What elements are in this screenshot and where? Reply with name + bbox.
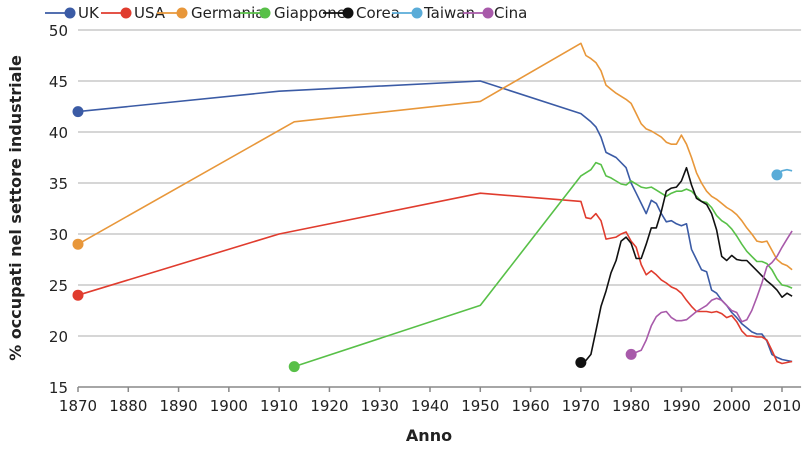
series-line-usa	[77, 192, 793, 365]
axes: 15 20 25 30 35 40 45 50 1870 1880 1890 1900 1910 1920…	[49, 22, 801, 415]
y-tick-label: 35	[49, 175, 68, 193]
legend-item-taiwan: Taiwan	[392, 4, 475, 22]
legend-marker	[411, 7, 423, 19]
y-tick-label: 15	[49, 379, 68, 397]
series-lines	[72, 42, 793, 373]
y-tick-label: 45	[49, 73, 68, 91]
legend-item-giappone: Giappone	[240, 4, 346, 22]
legend-marker	[259, 7, 271, 19]
legend-marker	[120, 7, 132, 19]
series-start-marker-corea	[575, 357, 587, 369]
x-tick-label: 1900	[210, 397, 248, 415]
x-tick-label: 1910	[260, 397, 298, 415]
series-start-marker-uk	[72, 106, 84, 118]
series-line-uk	[77, 80, 793, 363]
y-tick-label: 20	[49, 328, 68, 346]
series-usa	[72, 192, 793, 365]
x-tick-label: 1890	[159, 397, 197, 415]
series-line-giappone	[293, 161, 793, 368]
legend: UK USA Germania Giappone Corea Taiwan Cina	[45, 4, 527, 22]
x-axis-label: Anno	[406, 426, 452, 445]
legend-item-cina: Cina	[463, 4, 527, 22]
legend-marker	[176, 7, 188, 19]
series-start-marker-germania	[72, 238, 84, 250]
series-start-marker-usa	[72, 289, 84, 301]
x-tick-label: 2010	[763, 397, 801, 415]
x-tick-label: 1870	[59, 397, 97, 415]
series-germania	[72, 42, 793, 271]
series-cina	[625, 230, 793, 360]
series-start-marker-giappone	[288, 361, 300, 373]
legend-label: Giappone	[274, 4, 346, 22]
x-tick-label: 1880	[109, 397, 147, 415]
legend-label: Cina	[494, 4, 527, 22]
series-corea	[575, 166, 793, 369]
x-tick-label: 1970	[562, 397, 600, 415]
x-tick-label: 1960	[511, 397, 549, 415]
y-tick-label: 50	[49, 22, 68, 40]
y-tick-label: 40	[49, 124, 68, 142]
legend-label: Corea	[356, 4, 400, 22]
x-tick-label: 2000	[713, 397, 751, 415]
legend-item-uk: UK	[45, 4, 100, 22]
legend-item-germania: Germania	[157, 4, 264, 22]
legend-item-corea: Corea	[323, 4, 400, 22]
series-start-marker-taiwan	[771, 169, 783, 181]
series-giappone	[288, 161, 793, 373]
legend-label: UK	[78, 4, 100, 22]
x-tick-label: 1990	[662, 397, 700, 415]
legend-label: Taiwan	[423, 4, 475, 22]
legend-label: Germania	[191, 4, 264, 22]
x-tick-label: 1930	[361, 397, 399, 415]
legend-marker	[482, 7, 494, 19]
gridlines	[78, 29, 802, 337]
series-line-germania	[77, 42, 793, 271]
series-taiwan	[771, 168, 793, 181]
series-line-corea	[580, 166, 793, 364]
x-tick-label: 1950	[461, 397, 499, 415]
legend-marker	[342, 7, 354, 19]
series-uk	[72, 80, 793, 363]
legend-item-usa: USA	[101, 4, 166, 22]
x-tick-label: 1980	[612, 397, 650, 415]
series-start-marker-cina	[625, 348, 637, 360]
y-tick-label: 25	[49, 277, 68, 295]
x-tick-label: 1920	[310, 397, 348, 415]
x-tick-label: 1940	[411, 397, 449, 415]
legend-marker	[64, 7, 76, 19]
y-axis-label: % occupati nel settore industriale	[6, 55, 25, 361]
legend-label: USA	[134, 4, 166, 22]
y-tick-label: 30	[49, 226, 68, 244]
series-line-cina	[630, 230, 793, 356]
